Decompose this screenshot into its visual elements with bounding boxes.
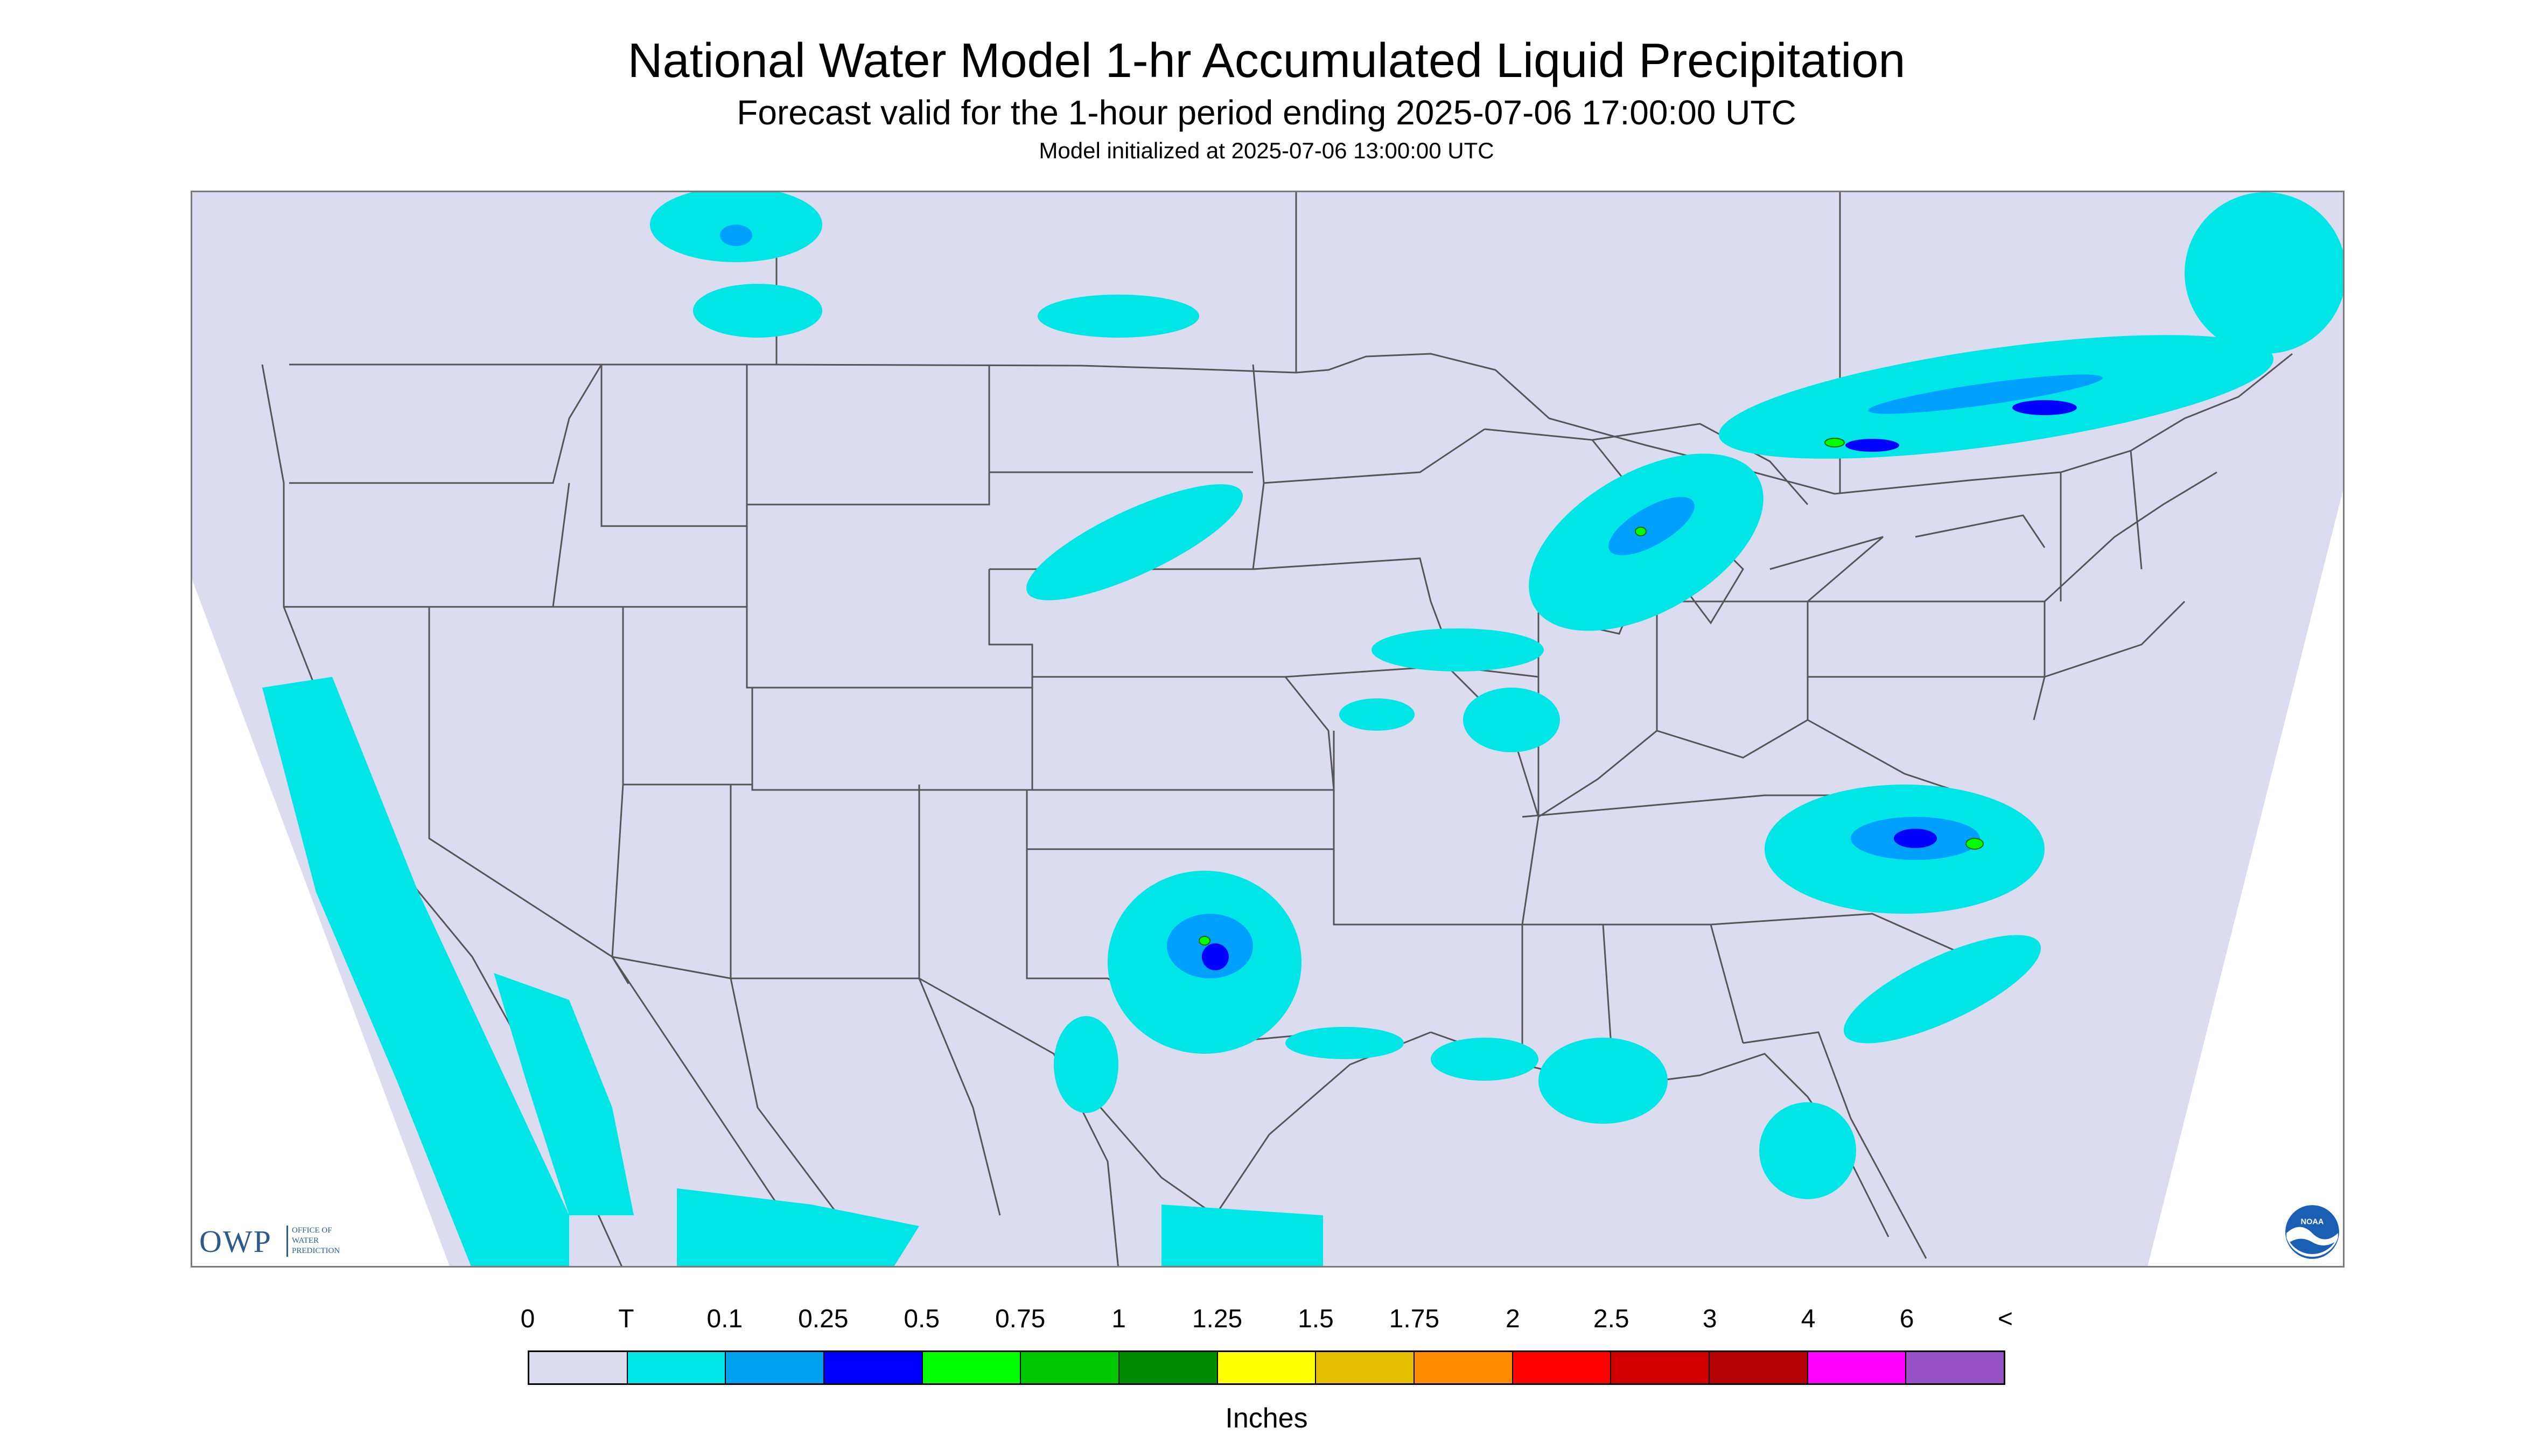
legend-tick-label: 1.75: [1389, 1305, 1440, 1333]
legend-tick-label: <: [1997, 1305, 2013, 1333]
legend-tick-label: 2.5: [1593, 1305, 1629, 1333]
legend-swatch: [922, 1352, 1021, 1383]
map-title: National Water Model 1-hr Accumulated Li…: [627, 34, 1906, 88]
model-init-line: Model initialized at 2025-07-06 13:00:00…: [1039, 138, 1494, 163]
legend-swatch: [1513, 1352, 1612, 1383]
owp-logo-line: PREDICTION: [292, 1247, 340, 1255]
legend-color-bar: [528, 1350, 2005, 1385]
legend-tick-label: T: [618, 1305, 634, 1333]
owp-logo-line: OFFICE OF: [292, 1226, 332, 1235]
legend-swatch: [1217, 1352, 1317, 1383]
noaa-logo: NOAA: [2285, 1205, 2339, 1259]
legend-swatch: [824, 1352, 923, 1383]
legend-tick-label: 0.5: [904, 1305, 940, 1333]
legend-swatch: [1710, 1352, 1808, 1383]
legend-tick-label: 2: [1505, 1305, 1520, 1333]
precip-heavy-areas: [1199, 438, 1984, 946]
precip-medium-areas: [1202, 400, 2077, 970]
owp-logo-divider: [286, 1226, 288, 1257]
legend-tick-label: 0.25: [798, 1305, 849, 1333]
legend-tick-label: 4: [1801, 1305, 1816, 1333]
map-canvas: [192, 192, 2343, 1266]
forecast-valid-subtitle: Forecast valid for the 1-hour period end…: [737, 93, 1796, 132]
legend-tick-label: 1: [1111, 1305, 1126, 1333]
legend-swatch: [1119, 1352, 1218, 1383]
owp-logo-line: WATER: [292, 1236, 319, 1245]
legend-tick-label: 0.1: [706, 1305, 743, 1333]
legend-swatch: [1415, 1352, 1513, 1383]
legend-swatch: [1611, 1352, 1710, 1383]
legend-swatch: [529, 1352, 628, 1383]
owp-logo: OWP OFFICE OF WATER PREDICTION: [199, 1220, 377, 1263]
legend-swatch: [1021, 1352, 1120, 1383]
noaa-logo-text: NOAA: [2301, 1217, 2324, 1226]
legend-tick-label: 6: [1899, 1305, 1914, 1333]
legend-tick-label: 0: [520, 1305, 535, 1333]
legend-tick-label: 0.75: [995, 1305, 1046, 1333]
legend-tick-label: 3: [1702, 1305, 1717, 1333]
legend-tick-label: 1.25: [1192, 1305, 1243, 1333]
legend-swatch: [1906, 1352, 2004, 1383]
legend-swatch: [1316, 1352, 1415, 1383]
legend-swatch: [627, 1352, 726, 1383]
state-boundaries: [261, 192, 2293, 1266]
legend-swatch: [1808, 1352, 1907, 1383]
owp-logo-subtitle: OFFICE OF WATER PREDICTION: [292, 1226, 378, 1256]
precip-trace-areas: [262, 192, 2343, 1266]
model-domain: [192, 192, 2343, 1266]
legend-tick-label: 1.5: [1298, 1305, 1334, 1333]
owp-logo-mark: OWP: [199, 1224, 272, 1259]
precipitation-map: [191, 191, 2345, 1268]
legend-units-label: Inches: [1225, 1403, 1308, 1434]
legend-swatch: [726, 1352, 825, 1383]
